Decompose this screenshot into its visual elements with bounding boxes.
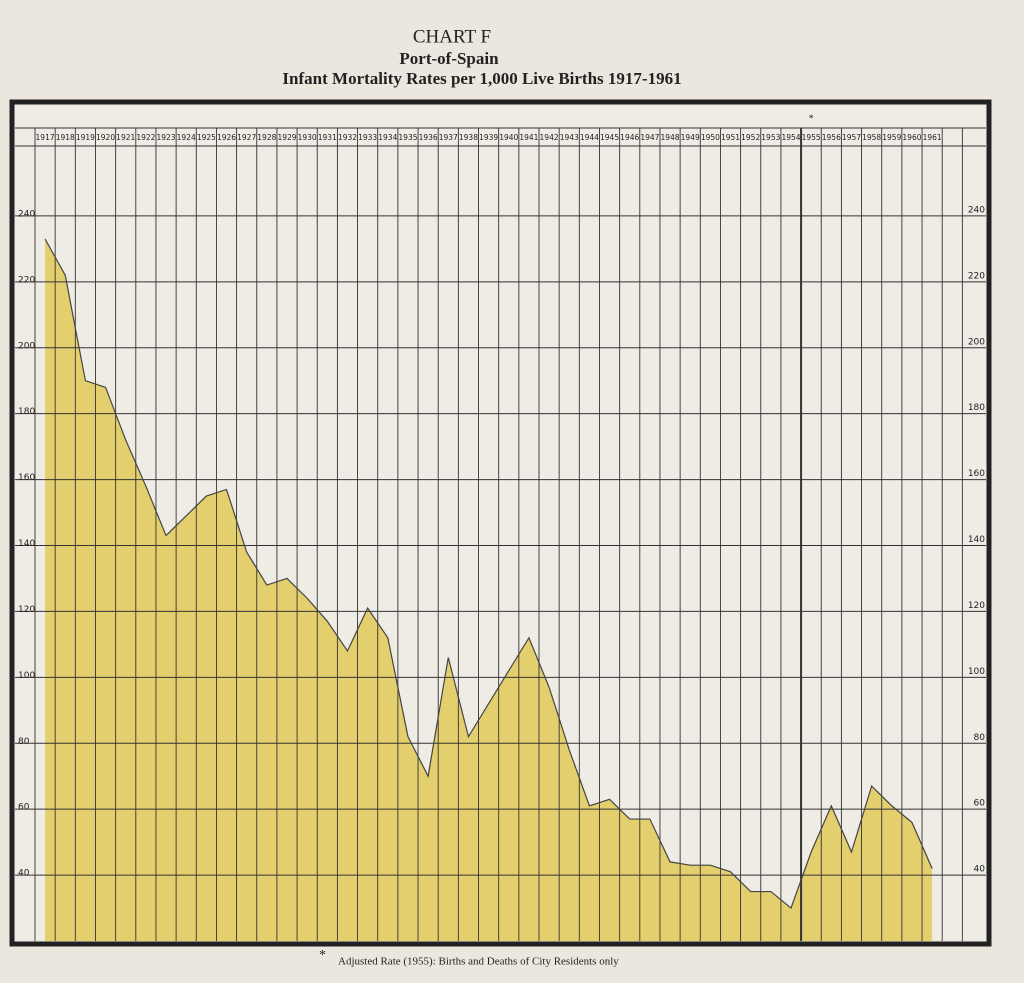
y-tick-label: 100	[18, 671, 35, 681]
y2-tick-label: 220	[968, 271, 985, 281]
x-tick-label: 1959	[882, 133, 901, 142]
y-tick-label: 60	[18, 803, 30, 813]
x-tick-label: 1928	[257, 133, 276, 142]
x-tick-label: 1947	[640, 133, 659, 142]
x-tick-label: 1923	[156, 133, 175, 142]
y-tick-label: 120	[18, 605, 35, 615]
y2-tick-label: 200	[968, 337, 985, 347]
x-tick-label: 1930	[298, 133, 317, 142]
x-tick-label: 1924	[177, 133, 196, 142]
x-tick-label: 1951	[721, 133, 740, 142]
x-tick-label: 1948	[660, 133, 679, 142]
x-tick-label: 1944	[580, 133, 599, 142]
x-tick-label: 1929	[277, 133, 296, 142]
y-tick-label: 40	[18, 869, 30, 879]
x-tick-label: 1938	[459, 133, 478, 142]
x-tick-label: 1961	[923, 133, 942, 142]
y2-tick-label: 120	[968, 601, 985, 611]
x-tick-label: 1956	[822, 133, 841, 142]
x-tick-label: 1921	[116, 133, 135, 142]
footnote: Adjusted Rate (1955): Births and Deaths …	[338, 956, 619, 968]
x-tick-label: 1940	[499, 133, 518, 142]
x-tick-label: 1922	[136, 133, 155, 142]
y-tick-label: 220	[18, 275, 35, 285]
y-tick-label: 160	[18, 473, 35, 483]
x-tick-label: 1949	[681, 133, 700, 142]
x-tick-label: 1932	[338, 133, 357, 142]
x-tick-label: 1952	[741, 133, 760, 142]
y-tick-label: 80	[18, 737, 30, 747]
y2-tick-label: 140	[968, 535, 985, 545]
x-tick-label: 1920	[96, 133, 115, 142]
x-tick-label: 1955	[802, 133, 821, 142]
x-tick-label: 1954	[781, 133, 800, 142]
x-tick-label: 1917	[36, 133, 55, 142]
y-tick-label: 200	[18, 341, 35, 351]
y-tick-label: 140	[18, 539, 35, 549]
x-tick-label: 1933	[358, 133, 377, 142]
chart-subtitle: Port-of-Spain	[399, 49, 499, 68]
y2-tick-label: 80	[974, 733, 986, 743]
x-tick-label: 1935	[398, 133, 417, 142]
marker-label: *	[809, 113, 814, 124]
x-tick-label: 1937	[439, 133, 458, 142]
x-tick-label: 1958	[862, 133, 881, 142]
x-tick-label: 1950	[701, 133, 720, 142]
y2-tick-label: 160	[968, 469, 985, 479]
y-tick-label: 180	[18, 407, 35, 417]
x-tick-label: 1941	[519, 133, 538, 142]
x-tick-label: 1943	[560, 133, 579, 142]
y2-tick-label: 60	[974, 799, 986, 809]
x-tick-label: 1936	[419, 133, 438, 142]
y2-tick-label: 180	[968, 403, 985, 413]
footnote-marker: *	[319, 948, 326, 963]
area	[45, 238, 933, 942]
x-tick-label: 1960	[902, 133, 921, 142]
y2-tick-label: 240	[968, 205, 985, 215]
x-tick-label: 1953	[761, 133, 780, 142]
x-tick-label: 1945	[600, 133, 619, 142]
x-tick-label: 1926	[217, 133, 236, 142]
x-tick-label: 1925	[197, 133, 216, 142]
x-tick-label: 1957	[842, 133, 861, 142]
x-tick-label: 1931	[318, 133, 337, 142]
x-tick-label: 1946	[620, 133, 639, 142]
x-tick-label: 1919	[76, 133, 95, 142]
x-tick-label: 1942	[540, 133, 559, 142]
chart-subtitle: Infant Mortality Rates per 1,000 Live Bi…	[282, 69, 681, 88]
y2-tick-label: 100	[968, 667, 985, 677]
y2-tick-label: 40	[974, 865, 986, 875]
x-tick-label: 1934	[378, 133, 397, 142]
chart-title: CHART F	[413, 26, 491, 47]
y-tick-label: 240	[18, 209, 35, 219]
x-tick-label: 1939	[479, 133, 498, 142]
line	[44, 238, 933, 910]
x-tick-label: 1927	[237, 133, 256, 142]
x-tick-label: 1918	[56, 133, 75, 142]
